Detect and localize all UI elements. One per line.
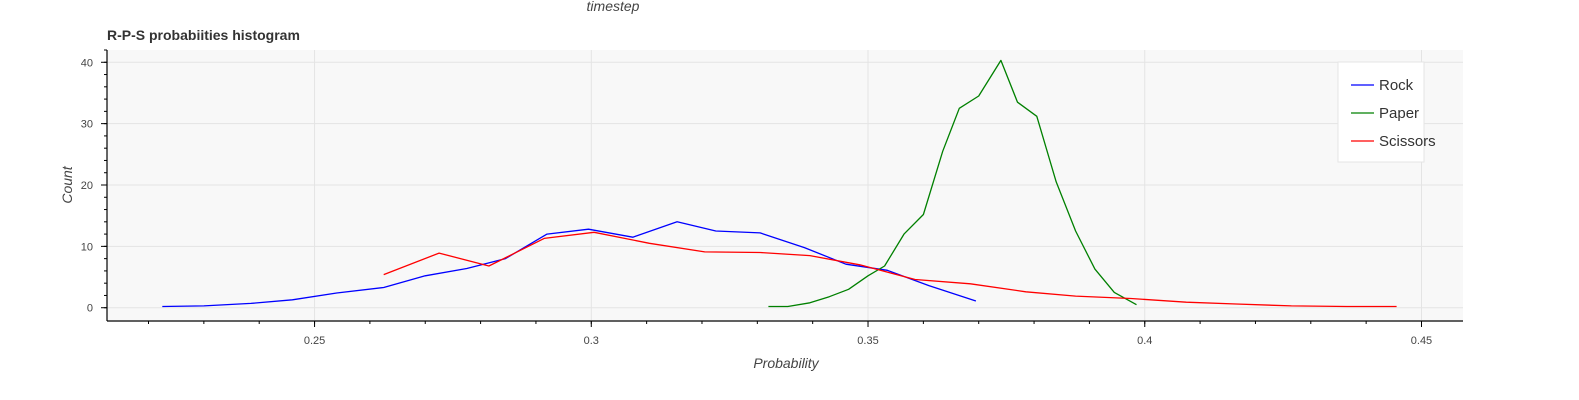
series-lines [162,59,1397,308]
legend-label-paper: Paper [1379,105,1419,122]
x-tick-label-2: 0.35 [857,335,878,347]
grid-lines [107,50,1463,320]
y-axis: 0 10 20 30 40 [81,49,108,321]
x-tick-label-4: 0.45 [1411,335,1432,347]
legend-box [1337,61,1425,163]
y-tick-label-3: 30 [81,119,93,131]
x-tick-label-3: 0.4 [1137,335,1152,347]
x-tick-label-1: 0.3 [584,335,599,347]
series-line-scissors [383,231,1397,308]
top-axis-label: timestep [587,0,640,14]
legend-label-scissors: Scissors [1379,133,1436,150]
legend: Rock Paper Scissors [1337,61,1436,163]
y-tick-label-0: 0 [87,303,93,315]
y-tick-label-2: 20 [81,180,93,192]
y-tick-label-1: 10 [81,241,93,253]
x-tick-label-0: 0.25 [304,335,325,347]
y-axis-label: Count [59,165,75,203]
y-tick-label-4: 40 [81,57,93,69]
series-line-paper [768,59,1137,308]
legend-label-rock: Rock [1379,77,1414,94]
x-axis-label: Probability [753,355,819,371]
x-axis: 0.25 0.3 0.35 0.4 0.45 [107,320,1463,347]
chart-title: R-P-S probabiities histogram [107,27,300,43]
